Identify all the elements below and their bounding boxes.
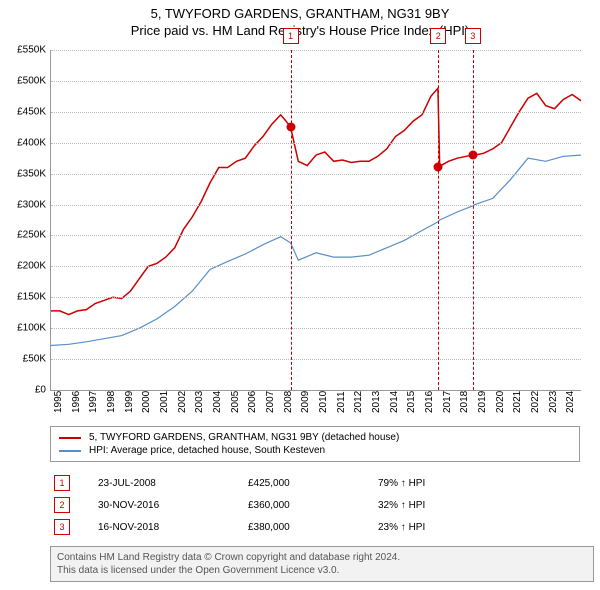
- x-axis-label: 2016: [424, 391, 435, 413]
- marker-dashline: [291, 50, 292, 390]
- x-axis-label: 2015: [406, 391, 417, 413]
- legend-row: 5, TWYFORD GARDENS, GRANTHAM, NG31 9BY (…: [59, 431, 571, 444]
- event-row: 316-NOV-2018£380,00023% ↑ HPI: [50, 516, 580, 538]
- y-axis-label: £300K: [0, 199, 46, 210]
- title-block: 5, TWYFORD GARDENS, GRANTHAM, NG31 9BY P…: [0, 0, 600, 38]
- grid-line: [51, 328, 581, 329]
- marker-dot: [286, 123, 295, 132]
- marker-dot: [468, 151, 477, 160]
- x-axis-label: 1997: [88, 391, 99, 413]
- grid-line: [51, 50, 581, 51]
- grid-line: [51, 359, 581, 360]
- event-row: 230-NOV-2016£360,00032% ↑ HPI: [50, 494, 580, 516]
- series-hpi: [51, 155, 581, 345]
- x-axis-label: 2008: [283, 391, 294, 413]
- event-price: £360,000: [248, 500, 378, 511]
- license-box: Contains HM Land Registry data © Crown c…: [50, 546, 594, 582]
- series-property: [51, 88, 581, 314]
- grid-line: [51, 235, 581, 236]
- x-axis-label: 1999: [124, 391, 135, 413]
- x-axis-label: 2005: [230, 391, 241, 413]
- x-axis-label: 2023: [548, 391, 559, 413]
- y-axis-label: £250K: [0, 230, 46, 241]
- legend-label: 5, TWYFORD GARDENS, GRANTHAM, NG31 9BY (…: [89, 432, 399, 443]
- y-axis-label: £450K: [0, 106, 46, 117]
- marker-dot: [434, 163, 443, 172]
- marker-dashline: [473, 50, 474, 390]
- legend-box: 5, TWYFORD GARDENS, GRANTHAM, NG31 9BY (…: [50, 426, 580, 462]
- x-axis-label: 2009: [300, 391, 311, 413]
- legend-section: 5, TWYFORD GARDENS, GRANTHAM, NG31 9BY (…: [50, 426, 580, 538]
- x-axis-label: 2022: [530, 391, 541, 413]
- grid-line: [51, 143, 581, 144]
- marker-dashline: [438, 50, 439, 390]
- y-axis-label: £150K: [0, 292, 46, 303]
- y-axis-label: £350K: [0, 168, 46, 179]
- x-axis-label: 2012: [353, 391, 364, 413]
- x-axis-label: 2020: [495, 391, 506, 413]
- legend-swatch: [59, 437, 81, 439]
- event-price: £380,000: [248, 522, 378, 533]
- y-axis-label: £0: [0, 385, 46, 396]
- x-axis-label: 2019: [477, 391, 488, 413]
- x-axis-label: 2013: [371, 391, 382, 413]
- grid-line: [51, 174, 581, 175]
- x-axis-label: 2004: [212, 391, 223, 413]
- x-axis-label: 2006: [247, 391, 258, 413]
- y-axis-label: £200K: [0, 261, 46, 272]
- title-main: 5, TWYFORD GARDENS, GRANTHAM, NG31 9BY: [0, 6, 600, 21]
- x-axis-label: 1996: [71, 391, 82, 413]
- legend-row: HPI: Average price, detached house, Sout…: [59, 444, 571, 457]
- x-axis-label: 2000: [141, 391, 152, 413]
- legend-label: HPI: Average price, detached house, Sout…: [89, 445, 325, 456]
- event-badge: 1: [54, 475, 70, 491]
- grid-line: [51, 297, 581, 298]
- x-axis-label: 2024: [565, 391, 576, 413]
- x-axis-label: 1998: [106, 391, 117, 413]
- y-axis-label: £550K: [0, 45, 46, 56]
- event-price: £425,000: [248, 478, 378, 489]
- title-sub: Price paid vs. HM Land Registry's House …: [0, 23, 600, 38]
- license-line2: This data is licensed under the Open Gov…: [57, 565, 339, 576]
- event-badge: 3: [54, 519, 70, 535]
- x-axis-label: 2002: [177, 391, 188, 413]
- event-date: 16-NOV-2018: [70, 522, 248, 533]
- x-axis-label: 2014: [389, 391, 400, 413]
- events-table: 123-JUL-2008£425,00079% ↑ HPI230-NOV-201…: [50, 472, 580, 538]
- grid-line: [51, 81, 581, 82]
- x-axis-label: 2011: [336, 391, 347, 413]
- event-row: 123-JUL-2008£425,00079% ↑ HPI: [50, 472, 580, 494]
- marker-badge: 2: [430, 28, 446, 44]
- y-axis-label: £50K: [0, 354, 46, 365]
- marker-badge: 1: [283, 28, 299, 44]
- event-hpi: 32% ↑ HPI: [378, 500, 580, 511]
- x-axis-label: 2010: [318, 391, 329, 413]
- event-badge: 2: [54, 497, 70, 513]
- chart-svg: [51, 50, 581, 390]
- grid-line: [51, 205, 581, 206]
- x-axis-label: 2007: [265, 391, 276, 413]
- y-axis-label: £500K: [0, 75, 46, 86]
- x-axis-label: 2017: [442, 391, 453, 413]
- x-axis-label: 2021: [512, 391, 523, 413]
- legend-swatch: [59, 450, 81, 452]
- event-date: 30-NOV-2016: [70, 500, 248, 511]
- chart-plot-area: 123 £0£50K£100K£150K£200K£250K£300K£350K…: [50, 50, 580, 390]
- event-date: 23-JUL-2008: [70, 478, 248, 489]
- event-hpi: 79% ↑ HPI: [378, 478, 580, 489]
- chart-container: 5, TWYFORD GARDENS, GRANTHAM, NG31 9BY P…: [0, 0, 600, 590]
- x-axis-label: 2003: [194, 391, 205, 413]
- plot-frame: 123: [50, 50, 581, 391]
- license-line1: Contains HM Land Registry data © Crown c…: [57, 552, 400, 563]
- y-axis-label: £400K: [0, 137, 46, 148]
- grid-line: [51, 266, 581, 267]
- y-axis-label: £100K: [0, 323, 46, 334]
- grid-line: [51, 112, 581, 113]
- marker-badge: 3: [465, 28, 481, 44]
- x-axis-label: 1995: [53, 391, 64, 413]
- x-axis-label: 2001: [159, 391, 170, 413]
- event-hpi: 23% ↑ HPI: [378, 522, 580, 533]
- x-axis-label: 2018: [459, 391, 470, 413]
